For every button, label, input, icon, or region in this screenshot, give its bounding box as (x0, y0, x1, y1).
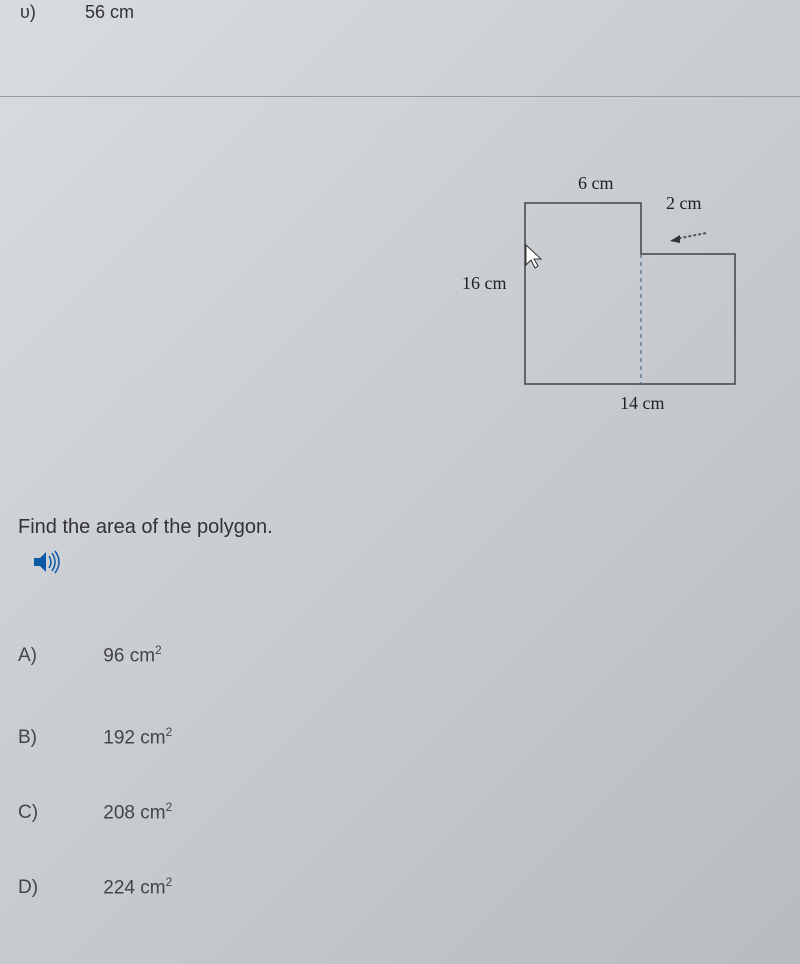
partial-option-text: 56 cm (85, 2, 134, 23)
option-d[interactable]: D) 224 cm2 (18, 875, 172, 899)
option-c-value: 208 cm (103, 802, 165, 823)
question-prompt: Find the area of the polygon. (18, 516, 273, 539)
option-c-exp: 2 (166, 800, 173, 814)
dimension-left: 16 cm (462, 273, 507, 294)
audio-icon[interactable] (32, 550, 62, 574)
option-c[interactable]: C) 208 cm2 (18, 800, 172, 824)
option-c-letter: C) (18, 802, 98, 824)
option-a-value: 96 cm (103, 645, 155, 666)
partial-option-prefix: υ) (20, 2, 36, 23)
cursor-icon (524, 243, 546, 271)
option-a-exp: 2 (155, 643, 162, 657)
dimension-bottom: 14 cm (620, 393, 665, 414)
option-b-letter: B) (18, 727, 98, 749)
option-a[interactable]: A) 96 cm2 (18, 643, 162, 667)
option-b[interactable]: B) 192 cm2 (18, 725, 172, 749)
option-d-exp: 2 (166, 875, 173, 889)
option-b-value: 192 cm (103, 727, 165, 748)
section-divider (0, 96, 800, 97)
option-a-letter: A) (18, 645, 98, 667)
dimension-top: 6 cm (578, 173, 614, 194)
pointer-arrow-icon (668, 227, 708, 247)
polygon-figure: 6 cm 2 cm 16 cm 14 cm (460, 165, 780, 425)
option-b-exp: 2 (166, 725, 173, 739)
dimension-top-right: 2 cm (666, 193, 702, 214)
option-d-value: 224 cm (103, 877, 165, 898)
option-d-letter: D) (18, 877, 98, 899)
